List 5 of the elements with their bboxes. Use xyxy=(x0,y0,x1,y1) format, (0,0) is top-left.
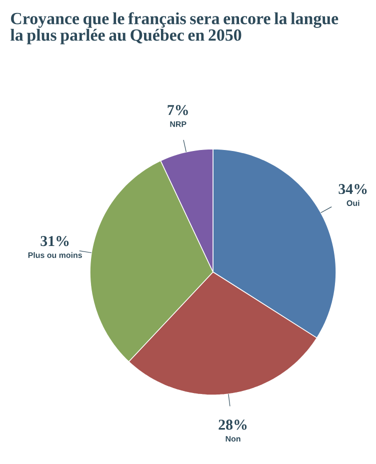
data-label: 7% xyxy=(168,105,188,116)
chart-title: Croyance que le français sera encore la langue la plus parlée au Québec en 2050 xyxy=(10,12,338,44)
data-label: 34% xyxy=(338,184,367,194)
data-label: 31% xyxy=(40,236,69,246)
data-label: 28% xyxy=(218,420,247,430)
